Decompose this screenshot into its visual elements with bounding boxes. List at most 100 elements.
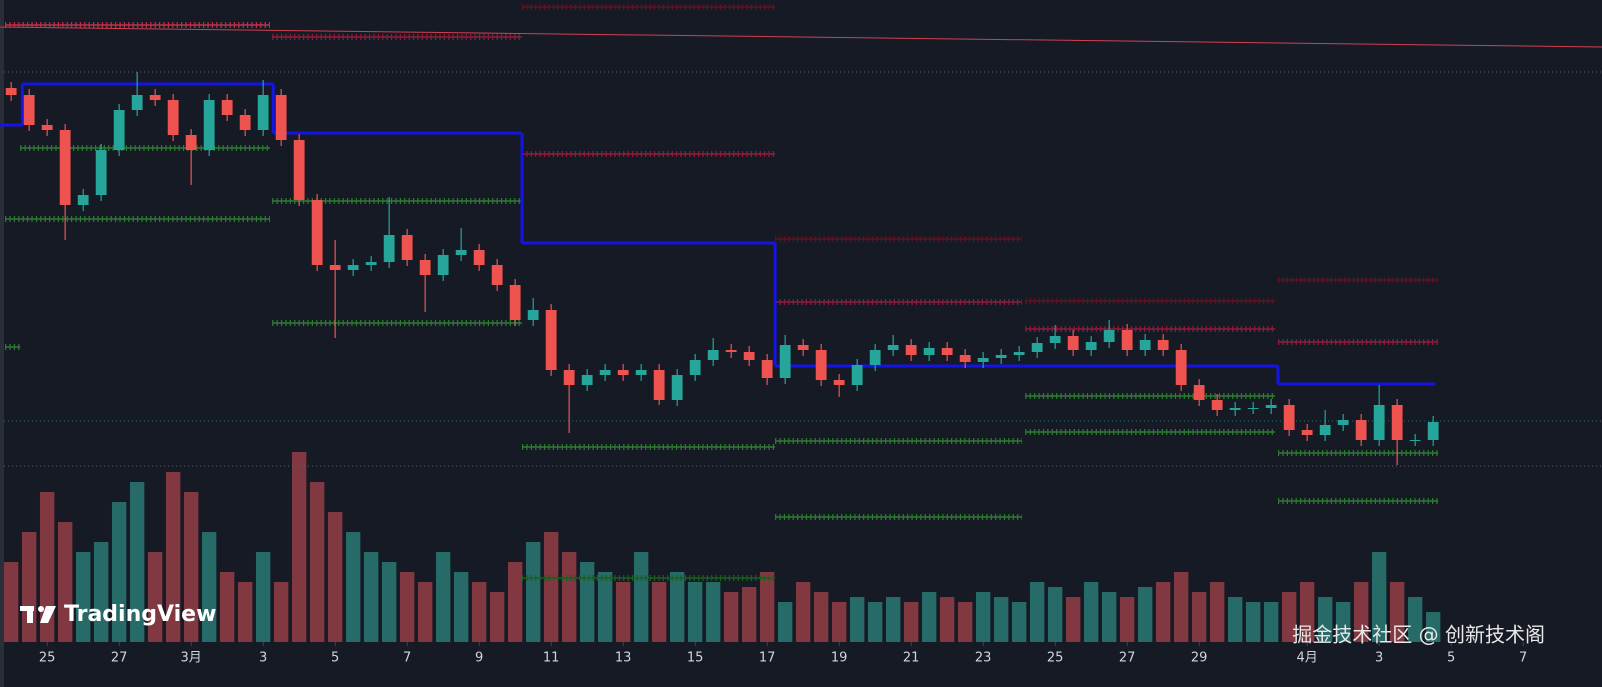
candle-body [275,95,287,140]
volume-bar [633,552,649,642]
x-axis: 25 27 3月 3 5 7 9 11 13 15 17 19 21 23 25 27 29 4月 3 5 7 [4,642,1602,687]
volume-bar [381,562,397,642]
volume-bar [975,592,991,642]
candle-body [887,345,899,350]
volume-bar [669,572,685,642]
candle-body [203,100,215,150]
candle-body [131,95,143,110]
x-tick-label: 25 [39,651,56,666]
x-tick-label: 7 [1519,651,1527,666]
logo-part [27,606,33,623]
volume-bar [687,582,703,642]
candle-body [23,95,35,125]
volume-bar [1011,602,1027,642]
volume-bar [21,532,37,642]
volume-bar [165,472,181,642]
volume-bar [1281,592,1297,642]
candle-body [185,135,197,150]
candle-body [41,125,53,130]
candle-body [473,250,485,265]
volume-bar [75,552,91,642]
candle-body [833,380,845,385]
volume-bar [309,482,325,642]
x-tick-label: 13 [615,651,632,666]
volume-bar [1263,602,1279,642]
volume-bar [129,482,145,642]
volume-bar [741,587,757,642]
watermark-logo [20,606,56,623]
volume-bar [1083,582,1099,642]
x-tick-label: 27 [111,651,128,666]
volume-bar [363,552,379,642]
x-tick-label: 5 [331,651,339,666]
volume-bar [885,597,901,642]
x-tick-label: 15 [687,651,704,666]
volume-bar [1425,612,1441,642]
volume-bar [1299,582,1315,642]
volume-bar [1065,597,1081,642]
x-tick-label: 21 [903,651,920,666]
x-tick-label: 9 [475,651,483,666]
candle-body [1409,440,1421,441]
candle-body [5,88,17,95]
candle-body [923,348,935,355]
candle-body [383,235,395,262]
candle-body [167,100,179,135]
levels [0,4,1602,581]
volume-bar [525,542,541,642]
candle-body [149,95,161,100]
volume-bar [543,532,559,642]
x-tick-label: 7 [403,651,411,666]
candle-body [581,375,593,385]
candle-body [563,370,575,385]
volume-bar [615,582,631,642]
candle-body [1049,336,1061,343]
candle-body [869,350,881,365]
candle-body [617,370,629,375]
candle-body [1121,330,1133,350]
candle-body [1301,430,1313,435]
candle-body [311,200,323,265]
volume-bar [1191,592,1207,642]
candle-body [1373,405,1385,440]
volume-bar [813,592,829,642]
volume-pane [3,452,1441,642]
candle-body [95,150,107,195]
candle-body [1139,340,1151,350]
volume-bar [507,562,523,642]
x-tick-label: 23 [975,651,992,666]
candle-body [239,115,251,130]
volume-bar [3,562,19,642]
candle-body [1211,400,1223,410]
candle-body [743,352,755,360]
candle-body [707,350,719,360]
volume-bar [1029,582,1045,642]
x-tick-label: 11 [543,651,560,666]
candle-body [347,265,359,270]
volume-bar [597,572,613,642]
x-tick-label: 3 [1375,651,1383,666]
candle-body [527,310,539,320]
candle-body [1427,422,1439,440]
volume-bar [219,572,235,642]
x-tick-label: 17 [759,651,776,666]
volume-bar [579,562,595,642]
volume-bar [723,592,739,642]
volume-bar [1155,582,1171,642]
candle-body [1337,420,1349,425]
candle-body [725,350,737,352]
candle-body [1265,405,1277,408]
candle-body [599,370,611,375]
candle-body [1229,408,1241,410]
candle-body [1391,405,1403,440]
volume-bar [1353,582,1369,642]
candle-body [293,140,305,200]
candle-body [1355,420,1367,440]
candle-body [509,285,521,320]
candle-body [221,100,233,115]
x-tick-label: 3月 [181,651,202,666]
volume-bar [1371,552,1387,642]
candle-body [329,265,341,270]
candle-body [689,360,701,375]
candle-body [797,345,809,350]
